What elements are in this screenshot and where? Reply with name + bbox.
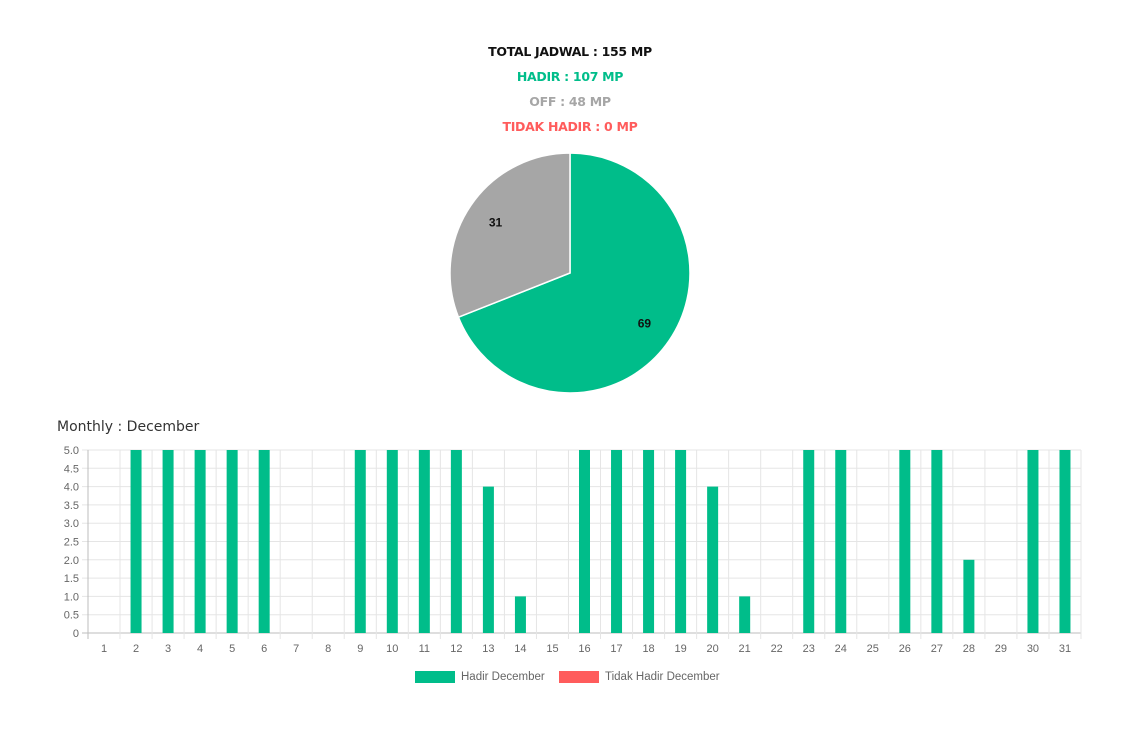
x-tick-label: 12 — [450, 643, 462, 655]
hadir-label: HADIR : 107 MP — [516, 69, 624, 84]
bar-hadir-12[interactable] — [450, 450, 462, 633]
x-tick-label: 10 — [386, 643, 398, 655]
y-tick-label: 5.0 — [64, 445, 79, 457]
y-tick-label: 2.0 — [64, 555, 79, 567]
bar-hadir-2[interactable] — [130, 450, 142, 633]
x-tick-label: 26 — [899, 643, 911, 655]
x-tick-label: 15 — [546, 643, 558, 655]
x-tick-label: 11 — [419, 643, 430, 655]
x-tick-label: 7 — [293, 643, 299, 655]
x-tick-label: 28 — [963, 643, 975, 655]
x-tick-label: 18 — [642, 643, 654, 655]
x-tick-label: 31 — [1059, 643, 1071, 655]
monthly-bar-chart[interactable]: 00.51.01.52.02.53.03.54.04.55.01 2 3 4 5 6 7 8 9… — [0, 440, 1140, 665]
x-tick-label: 9 — [357, 643, 363, 655]
bar-hadir-19[interactable] — [675, 450, 687, 633]
off-label: OFF : 48 MP — [529, 94, 611, 109]
y-tick-label: 3.0 — [64, 518, 79, 530]
x-tick-label: 30 — [1027, 643, 1039, 655]
y-tick-label: 1.0 — [64, 591, 79, 603]
x-tick-label: 21 — [739, 643, 751, 655]
y-tick-label: 2.5 — [64, 537, 79, 549]
legend-label-hadir: Hadir December — [461, 671, 545, 683]
x-tick-label: 16 — [578, 643, 590, 655]
legend-swatch-hadir — [415, 671, 455, 683]
bar-hadir-17[interactable] — [611, 450, 623, 633]
y-tick-label: 0 — [73, 628, 79, 640]
bar-hadir-21[interactable] — [739, 596, 751, 633]
x-tick-label: 25 — [867, 643, 879, 655]
pie-data-label: 69 — [638, 317, 652, 331]
bar-hadir-23[interactable] — [803, 450, 815, 633]
y-tick-label: 1.5 — [64, 573, 79, 585]
bar-hadir-10[interactable] — [386, 450, 398, 633]
legend-item-hadir[interactable]: Hadir December — [415, 671, 545, 683]
x-tick-label: 17 — [610, 643, 622, 655]
y-tick-label: 4.0 — [64, 482, 79, 494]
bar-hadir-30[interactable] — [1027, 450, 1039, 633]
bar-hadir-3[interactable] — [162, 450, 174, 633]
x-tick-label: 14 — [514, 643, 526, 655]
x-tick-label: 24 — [835, 643, 847, 655]
y-tick-label: 3.5 — [64, 500, 79, 512]
x-tick-label: 20 — [707, 643, 719, 655]
bar-hadir-31[interactable] — [1059, 450, 1071, 633]
x-tick-label: 23 — [803, 643, 815, 655]
total-jadwal-label: TOTAL JADWAL : 155 MP — [488, 44, 652, 59]
bar-hadir-6[interactable] — [258, 450, 270, 633]
x-tick-label: 19 — [674, 643, 686, 655]
bar-hadir-26[interactable] — [899, 450, 911, 633]
x-tick-label: 1 — [101, 643, 107, 655]
legend-swatch-tidak-hadir — [559, 671, 599, 683]
bar-hadir-9[interactable] — [354, 450, 366, 633]
pie-slice-off[interactable] — [449, 152, 571, 319]
bar-hadir-20[interactable] — [707, 486, 719, 633]
attendance-pie-chart[interactable]: 69 31 — [440, 143, 700, 403]
x-tick-label: 3 — [165, 643, 171, 655]
pie-slice-hadir[interactable] — [457, 152, 691, 394]
bar-hadir-13[interactable] — [482, 486, 494, 633]
x-tick-label: 6 — [261, 643, 267, 655]
bar-hadir-27[interactable] — [931, 450, 943, 633]
y-tick-label: 0.5 — [64, 610, 79, 622]
monthly-chart-title: Monthly : December — [57, 419, 200, 435]
y-tick-label: 4.5 — [64, 463, 79, 475]
tidak-hadir-label: TIDAK HADIR : 0 MP — [502, 119, 638, 134]
bar-hadir-4[interactable] — [194, 450, 206, 633]
bar-hadir-28[interactable] — [963, 559, 975, 633]
legend-item-tidak-hadir[interactable]: Tidak Hadir December — [559, 671, 720, 683]
bar-hadir-24[interactable] — [835, 450, 847, 633]
x-tick-label: 22 — [771, 643, 783, 655]
x-tick-label: 2 — [133, 643, 139, 655]
bar-hadir-16[interactable] — [579, 450, 590, 633]
x-tick-label: 4 — [197, 643, 203, 655]
bar-hadir-14[interactable] — [514, 596, 526, 633]
bar-hadir-11[interactable] — [418, 450, 430, 633]
x-tick-label: 27 — [931, 643, 943, 655]
x-tick-label: 5 — [229, 643, 235, 655]
bar-hadir-5[interactable] — [226, 450, 238, 633]
x-tick-label: 13 — [482, 643, 494, 655]
pie-data-label: 31 — [489, 215, 503, 229]
x-tick-label: 29 — [995, 643, 1007, 655]
x-tick-label: 8 — [325, 643, 331, 655]
bar-hadir-18[interactable] — [643, 450, 655, 633]
legend-label-tidak-hadir: Tidak Hadir December — [605, 671, 720, 683]
